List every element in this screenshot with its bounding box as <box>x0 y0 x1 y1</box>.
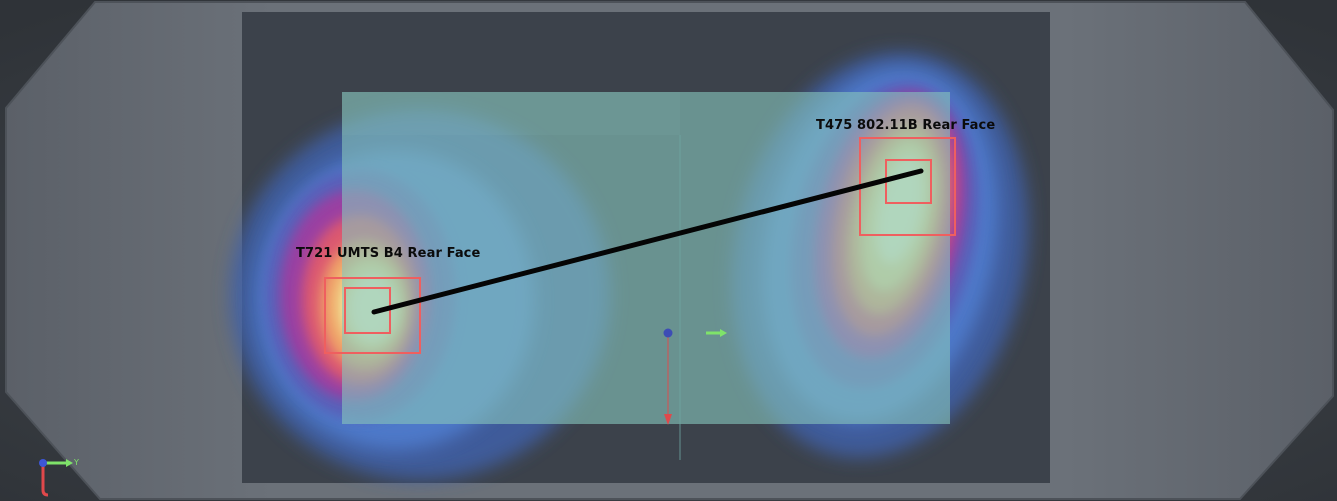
device-panel <box>342 92 950 460</box>
annotation-label-right: T475 802.11B Rear Face <box>816 118 996 133</box>
annotation-label-left: T721 UMTS B4 Rear Face <box>296 246 481 261</box>
xyz-axis-triad-icon: Y <box>39 458 79 497</box>
left-hotspot-marker[interactable] <box>324 277 421 354</box>
origin-icon[interactable] <box>663 328 728 426</box>
axis-y-label: Y <box>73 458 79 467</box>
hotspot-connector-line[interactable] <box>371 168 924 315</box>
